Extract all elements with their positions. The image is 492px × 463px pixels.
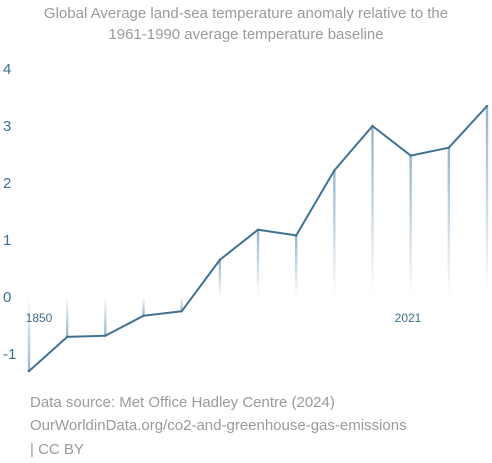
drop-line	[142, 297, 145, 316]
chart-title-block: Global Average land-sea temperature anom…	[0, 3, 492, 45]
data-point	[256, 228, 260, 231]
data-point	[371, 124, 374, 128]
chart-title: Global Average land-sea temperature anom…	[43, 5, 449, 22]
source-url: OurWorldinData.org/co2-and-greenhouse-ga…	[30, 417, 407, 434]
y-tick-label: 2	[3, 175, 11, 192]
chart-subtitle: 1961-1990 average temperature baseline	[108, 26, 384, 43]
series-layer	[27, 104, 489, 373]
drop-line	[256, 229, 260, 297]
data-source-note: Data source: Met Office Hadley Centre (2…	[30, 394, 335, 411]
y-tick-label: 3	[3, 118, 11, 135]
drop-line	[447, 147, 451, 297]
drop-line	[104, 297, 107, 336]
data-point	[27, 369, 31, 373]
drop-line	[333, 170, 336, 297]
drop-line	[218, 259, 222, 297]
data-point	[447, 146, 451, 149]
value-drop-lines	[27, 106, 489, 372]
data-point	[485, 104, 489, 108]
data-point	[409, 154, 412, 157]
drop-line	[485, 106, 489, 297]
data-point	[104, 334, 107, 337]
drop-line	[294, 235, 298, 297]
license-note: | CC BY	[30, 441, 84, 458]
y-tick-label: 0	[3, 289, 11, 306]
data-point	[294, 234, 298, 237]
x-axis: 1850 2021	[26, 311, 422, 325]
drop-line	[65, 297, 69, 337]
drop-line	[371, 126, 374, 297]
data-point	[333, 169, 336, 172]
y-axis: 4 3 2 1 0 -1	[3, 61, 16, 363]
data-point	[180, 310, 183, 313]
x-tick-label: 2021	[395, 311, 422, 325]
data-point	[65, 335, 69, 339]
y-tick-label: -1	[3, 346, 16, 363]
data-point	[218, 258, 222, 262]
drop-line	[27, 297, 31, 372]
drop-line	[180, 297, 183, 312]
y-tick-label: 4	[3, 61, 11, 78]
drop-line	[409, 155, 412, 297]
y-tick-label: 1	[3, 232, 11, 249]
data-point	[142, 314, 145, 318]
x-tick-label: 1850	[26, 311, 53, 325]
